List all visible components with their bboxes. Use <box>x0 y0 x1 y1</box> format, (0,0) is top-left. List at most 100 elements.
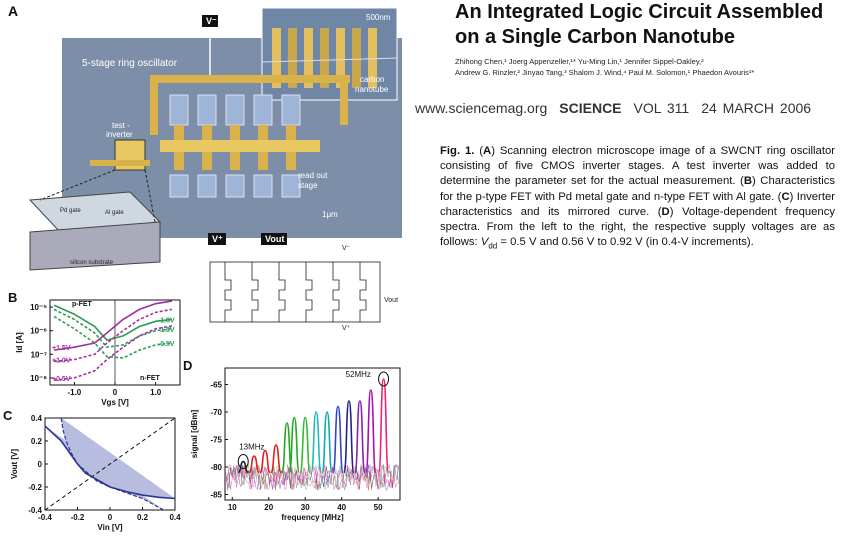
electrode <box>368 28 377 88</box>
peak-marker <box>237 454 249 469</box>
device-3d <box>29 221 161 271</box>
image-label: Al gate <box>105 210 124 216</box>
x-tick-label: 0.4 <box>169 513 181 522</box>
wire <box>150 75 158 135</box>
journal-name: SCIENCE <box>559 100 622 116</box>
x-tick-label: -1.0 <box>67 388 81 397</box>
spectral-peak <box>310 411 322 474</box>
inverter-pad <box>253 174 273 198</box>
y-axis-label: signal [dBm] <box>190 409 199 458</box>
electrode <box>336 28 345 88</box>
journal-volume: VOL 311 <box>633 100 690 116</box>
spectral-peak <box>259 449 271 474</box>
y-tick-label: -0.4 <box>28 506 42 515</box>
y-tick-label: 10⁻⁷ <box>31 350 47 359</box>
image-label: inverter <box>106 130 133 139</box>
image-label: nanotube <box>355 85 389 94</box>
image-label: V⁻ <box>342 245 351 252</box>
caption-segment: B <box>743 175 752 188</box>
y-tick-label: 10⁻⁵ <box>30 303 47 312</box>
legend-label: -1.0V <box>158 327 175 334</box>
spectral-peak <box>299 416 311 474</box>
transistor <box>251 262 259 322</box>
y-tick-label: -0.2 <box>28 483 42 492</box>
spectral-peak <box>281 422 293 474</box>
legend-label: +1.5V <box>52 345 71 352</box>
electrode <box>288 28 297 88</box>
label-box <box>261 233 287 245</box>
y-tick-label: 0 <box>38 460 43 469</box>
image-label: carbon <box>360 75 384 84</box>
label-box <box>202 15 218 27</box>
x-tick-label: 1.0 <box>150 388 162 397</box>
caption-segment: V <box>480 236 489 249</box>
legend-label: -1.8V <box>158 317 175 324</box>
curve-label: n-FET <box>140 375 161 382</box>
image-label: stage <box>298 181 318 190</box>
y-axis-label: Id [A] <box>15 332 24 353</box>
x-tick-label: 40 <box>337 503 346 512</box>
wire <box>90 160 150 166</box>
article-header: An Integrated Logic Circuit Assembled on… <box>415 0 836 254</box>
caption-segment: C <box>781 190 790 203</box>
schematic <box>209 261 381 323</box>
image-label: 500nm <box>366 13 391 22</box>
y-tick-label: 0.4 <box>31 414 43 423</box>
y-tick-label: -80 <box>210 463 222 472</box>
nanotube <box>261 57 398 63</box>
x-axis-label: Vin [V] <box>97 523 123 532</box>
annotation: 13MHz <box>239 443 264 452</box>
image-label: silicon substrate <box>70 260 114 266</box>
spectral-peak <box>248 455 260 474</box>
y-tick-label: -70 <box>210 408 222 417</box>
authors: Zhihong Chen,¹ Joerg Appenzeller,¹* Yu-M… <box>455 56 835 78</box>
author-line: Andrew G. Rinzler,² Jinyao Tang,³ Shalom… <box>455 68 755 77</box>
spectral-peak <box>377 378 390 474</box>
iv-curve <box>53 315 172 359</box>
noise-floor <box>225 463 399 491</box>
author-line: Zhihong Chen,¹ Joerg Appenzeller,¹* Yu-M… <box>455 57 704 66</box>
legend-label: +1.0V <box>52 358 71 365</box>
y-axis-label: Vout [V] <box>10 449 19 479</box>
inverter-pad <box>281 94 301 126</box>
image-label: V⁺ <box>342 325 351 332</box>
plot-frame <box>224 367 401 501</box>
x-tick-label: 10 <box>228 503 237 512</box>
inverter-pad <box>169 94 189 126</box>
image-label: 5-stage ring oscillator <box>82 58 178 69</box>
y-tick-label: 10⁻⁸ <box>30 374 47 383</box>
caption-segment: ) Inverter characteristics and its mirro… <box>440 190 836 218</box>
annotation: 52MHz <box>346 370 371 379</box>
x-tick-label: 30 <box>301 503 310 512</box>
x-tick-label: 50 <box>374 503 383 512</box>
caption-segment: ) Voltage-dependent frequency spectra. F… <box>440 205 835 249</box>
caption-segment: ( <box>474 145 484 157</box>
caption-segment: ) Characteristics for the p-type FET wit… <box>440 175 836 203</box>
image-label: V⁻ <box>206 16 217 26</box>
y-tick-label: 10⁻⁶ <box>30 327 47 336</box>
electrode <box>304 28 313 88</box>
transfer-curve <box>44 425 176 500</box>
curve-label: p-FET <box>72 301 93 308</box>
y-tick-label: -65 <box>210 381 222 390</box>
y-tick-label: -85 <box>210 491 222 500</box>
x-tick-label: -0.4 <box>38 513 52 522</box>
label-box <box>208 233 226 245</box>
zoom-line <box>39 169 116 201</box>
image-label: test - <box>112 121 130 130</box>
x-axis-label: frequency [MHz] <box>281 513 344 522</box>
title-line: on a Single Carbon Nanotube <box>455 26 736 48</box>
image-label: V⁺ <box>212 234 223 244</box>
caption-segment: A <box>483 145 492 157</box>
spectral-peak <box>365 389 377 474</box>
journal-url: www.sciencemag.org <box>415 100 548 116</box>
caption-segment: ) Scanning electron microscope image of … <box>440 145 835 188</box>
inverter-pad <box>253 94 273 126</box>
image-label: Vout <box>265 234 284 244</box>
spectral-peak <box>321 411 333 474</box>
spectral-peak <box>288 416 301 474</box>
panel-label: B <box>8 290 17 305</box>
caption-segment: = 0.5 V and 0.56 V to 0.92 V (in 0.4-V i… <box>497 236 754 249</box>
unity-line <box>44 417 176 511</box>
noise-floor <box>225 464 399 491</box>
